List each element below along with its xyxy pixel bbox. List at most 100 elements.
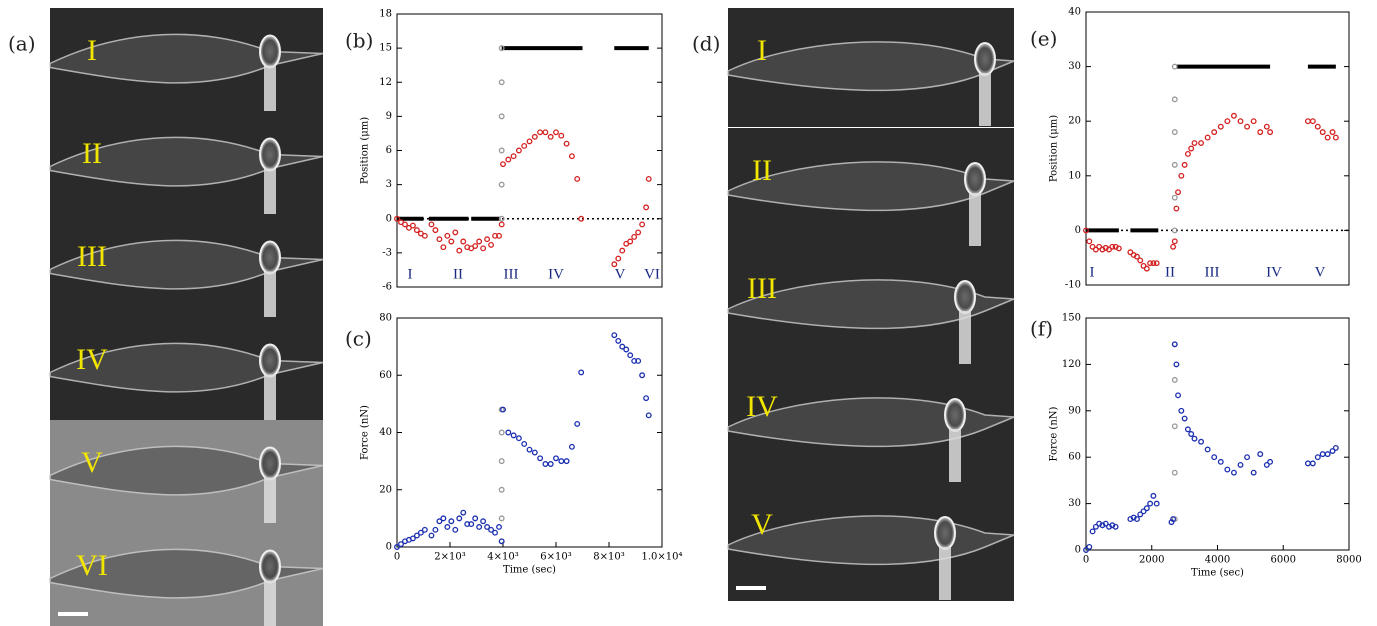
data-point	[476, 238, 483, 245]
data-point	[1198, 438, 1205, 445]
data-point	[1171, 129, 1178, 136]
data-point	[498, 45, 505, 52]
y-tick-label: -3	[382, 247, 392, 258]
data-point	[456, 515, 463, 522]
data-point	[498, 515, 505, 522]
data-point	[510, 153, 517, 160]
data-point	[1332, 444, 1339, 451]
stage-position	[397, 46, 649, 221]
cell-body	[727, 397, 1015, 448]
phase-label: V	[615, 266, 626, 282]
y-tick-label: -10	[1065, 280, 1081, 291]
data-point	[460, 509, 467, 516]
data-point	[547, 461, 554, 467]
cell-body	[49, 445, 324, 496]
bead	[954, 280, 976, 314]
phase-label: VI	[644, 266, 660, 282]
data-point	[1092, 523, 1099, 530]
data-point	[1083, 547, 1089, 553]
data-point	[1244, 454, 1251, 461]
bead	[974, 42, 996, 76]
pipette	[959, 311, 971, 364]
x-tick-label: 6×10³	[540, 552, 571, 563]
data-point	[1319, 129, 1326, 136]
data-point	[1171, 96, 1178, 103]
panel-label: (e)	[1030, 27, 1057, 51]
data-point	[413, 532, 420, 539]
phase-label: II	[453, 266, 463, 282]
phase-label: III	[1205, 264, 1220, 280]
data-point	[631, 233, 638, 240]
data-point	[1244, 123, 1251, 130]
y-axis-label: Position (μm)	[1049, 115, 1060, 182]
data-point	[531, 449, 538, 456]
phase-label: I	[1090, 264, 1095, 280]
data-point	[1153, 260, 1160, 267]
y-tick-label: 90	[1068, 405, 1081, 416]
bead	[259, 549, 281, 584]
data-point	[1188, 431, 1195, 437]
data-point	[1115, 245, 1122, 252]
data-point	[1153, 500, 1160, 507]
data-point	[553, 455, 559, 462]
data-point	[619, 247, 626, 254]
data-point	[1143, 265, 1150, 272]
data-point	[615, 255, 622, 262]
bead	[964, 162, 986, 196]
data-point	[505, 156, 512, 163]
phase-label: IV	[548, 266, 564, 282]
y-axis-label: Force (nN)	[1049, 406, 1060, 461]
y-tick-label: 0	[386, 213, 392, 224]
data-point	[1324, 134, 1331, 141]
data-point	[498, 458, 505, 465]
data-point	[498, 113, 505, 120]
phase-label: V	[1315, 264, 1326, 280]
data-point	[568, 153, 575, 160]
data-point	[444, 232, 451, 239]
plot-frame	[396, 13, 663, 288]
data-point	[639, 372, 646, 379]
data-point	[1329, 129, 1336, 136]
data-point	[394, 215, 400, 222]
data-point	[496, 524, 502, 530]
data-point	[1257, 129, 1264, 136]
cell-body	[727, 41, 1015, 92]
data-point	[421, 526, 428, 533]
data-point	[611, 261, 618, 268]
data-point	[558, 132, 565, 139]
panel-label: (b)	[345, 29, 373, 53]
data-point	[456, 247, 463, 254]
data-point	[1184, 151, 1191, 157]
data-point	[436, 236, 443, 243]
y-tick-label: 18	[379, 9, 392, 20]
data-point	[498, 486, 505, 493]
data-point	[1237, 118, 1244, 125]
data-point	[1332, 134, 1339, 141]
data-point	[1086, 543, 1093, 550]
cell-body	[49, 33, 324, 84]
data-point	[1329, 448, 1336, 454]
x-tick-label: 0	[394, 552, 400, 563]
data-point	[537, 455, 544, 462]
data-point	[409, 535, 416, 542]
data-point	[488, 526, 495, 533]
data-point	[510, 432, 517, 439]
data-point	[515, 147, 522, 154]
data-point	[1314, 123, 1321, 130]
data-point	[1171, 161, 1178, 168]
data-point	[1257, 451, 1264, 458]
y-tick-label: -6	[382, 282, 392, 293]
y-tick-label: 0	[386, 542, 392, 553]
data-point	[452, 526, 459, 533]
data-point	[1173, 361, 1180, 368]
data-point	[1204, 134, 1211, 141]
data-point	[574, 420, 581, 427]
data-point	[1184, 426, 1191, 433]
phase-label: II	[1165, 264, 1175, 280]
data-point	[1198, 140, 1205, 146]
data-point	[1237, 461, 1244, 468]
data-point	[1267, 458, 1274, 465]
data-point	[643, 204, 650, 211]
x-tick-label: 8000	[1336, 555, 1361, 566]
data-point	[394, 544, 400, 550]
